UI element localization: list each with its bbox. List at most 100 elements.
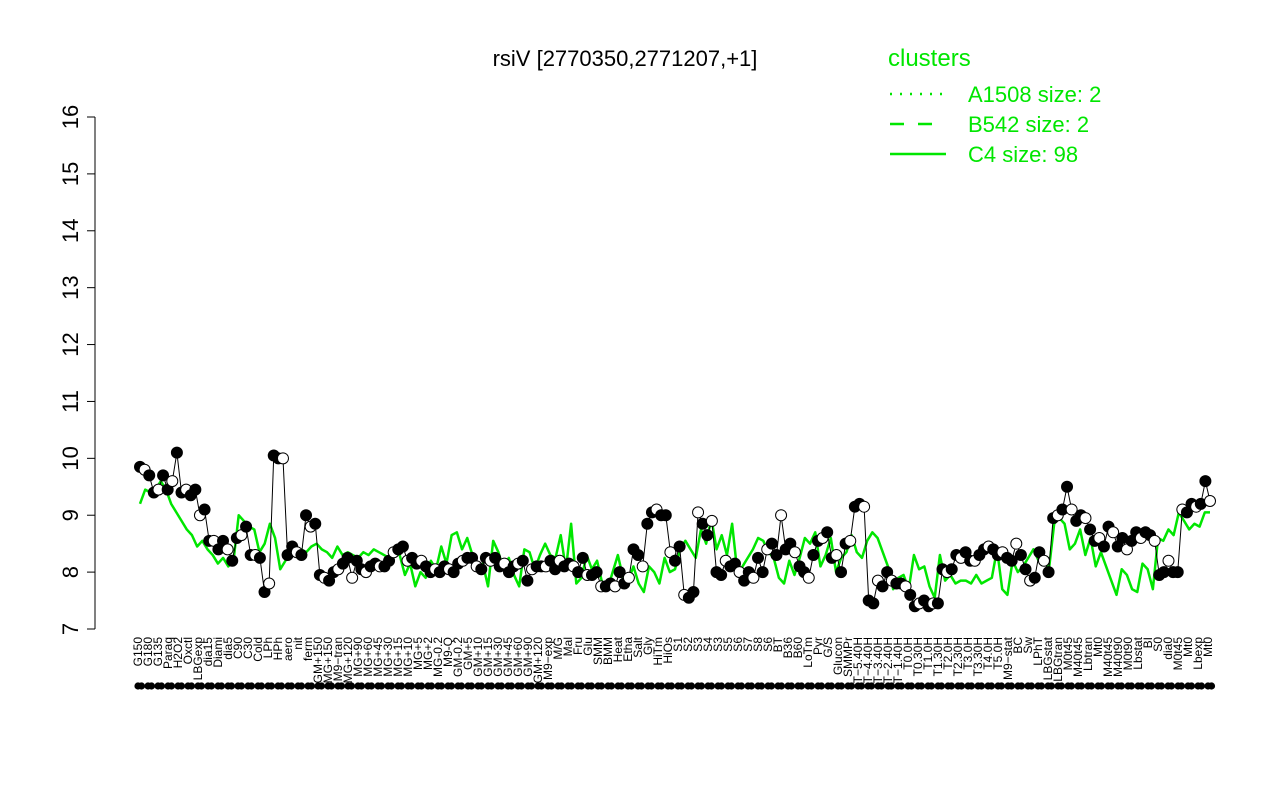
x-tick-label: HPh xyxy=(271,637,285,660)
data-point xyxy=(309,517,322,530)
data-point xyxy=(802,571,815,584)
data-point xyxy=(867,597,880,610)
data-point xyxy=(765,537,778,550)
x-tick-label: MG+120 xyxy=(341,637,355,684)
rug-mark xyxy=(527,682,536,690)
rug-mark xyxy=(807,682,816,690)
data-point xyxy=(475,563,488,576)
rug-mark xyxy=(757,682,766,690)
rug-mark xyxy=(917,682,926,690)
rug-mark xyxy=(607,682,616,690)
x-tick-label: S0 xyxy=(1151,637,1165,652)
x-tick-label: MG+2 xyxy=(421,637,435,670)
rug-mark xyxy=(1147,682,1156,690)
data-point xyxy=(263,577,276,590)
points-layer xyxy=(134,446,1216,613)
rug-mark xyxy=(627,682,636,690)
data-point xyxy=(1061,480,1074,493)
rug-mark xyxy=(847,682,856,690)
y-tick-label: 9 xyxy=(58,509,83,521)
rug-mark xyxy=(337,682,346,690)
rug-mark xyxy=(1007,682,1016,690)
x-tick-label: S5 xyxy=(721,637,735,652)
rug-mark xyxy=(257,682,266,690)
x-tick-label: LoTm xyxy=(801,637,815,668)
x-tick-label: S2 xyxy=(681,637,695,652)
data-point xyxy=(1204,495,1216,507)
x-tick-label: dia0 xyxy=(1161,637,1175,660)
data-point xyxy=(641,517,654,530)
x-tick-label: Diami xyxy=(211,637,225,668)
chart-title: rsiV [2770350,2771207,+1] xyxy=(493,46,758,71)
x-tick-label: T1.0H xyxy=(921,637,935,670)
data-point xyxy=(276,452,289,465)
rug-mark xyxy=(667,682,676,690)
x-tick-label: SMM xyxy=(591,637,605,665)
data-point xyxy=(1028,571,1041,584)
x-tick-label: nit xyxy=(291,636,305,649)
x-tick-label: Etha xyxy=(621,637,635,662)
x-tick-label: Salt xyxy=(631,636,645,657)
y-tick-label: 8 xyxy=(58,566,83,578)
rug-mark xyxy=(597,682,606,690)
data-point xyxy=(687,586,700,599)
x-tick-label: T0.30H xyxy=(911,637,925,676)
rug-mark xyxy=(1137,682,1146,690)
x-tick-label: BC xyxy=(1011,637,1025,654)
rug-mark xyxy=(167,682,176,690)
data-point xyxy=(669,554,681,567)
data-point xyxy=(715,568,728,581)
x-tick-label: T−2.40H xyxy=(881,637,895,683)
data-point xyxy=(747,571,760,584)
data-point xyxy=(835,566,848,579)
rug-mark xyxy=(467,682,476,690)
rug-mark xyxy=(717,682,726,690)
data-point xyxy=(157,469,170,482)
rug-mark xyxy=(1167,682,1176,690)
rug-mark xyxy=(187,682,196,690)
x-tick-label: T−1.40H xyxy=(891,637,905,683)
rug-mark xyxy=(987,682,996,690)
data-point xyxy=(636,560,649,573)
rug-mark xyxy=(587,682,596,690)
rug-mark xyxy=(427,682,436,690)
data-point xyxy=(396,540,409,553)
x-tick-label: S6 xyxy=(761,637,775,652)
x-tick-label: Mt0 xyxy=(1091,637,1105,657)
rug-mark xyxy=(267,682,276,690)
legend-label: C4 size: 98 xyxy=(968,142,1078,167)
x-tick-label: T4.0H xyxy=(981,637,995,670)
rug-mark xyxy=(307,682,316,690)
x-tick-label: T2.30H xyxy=(951,637,965,676)
y-tick-label: 11 xyxy=(58,390,83,413)
x-tick-label: MG+45 xyxy=(371,637,385,677)
x-tick-label: SMMPr xyxy=(841,637,855,677)
x-tick-label: GM+5 xyxy=(461,637,475,670)
rug-mark xyxy=(647,682,656,690)
data-point xyxy=(346,571,359,584)
rug-mark xyxy=(1097,682,1106,690)
x-tick-label: GM+90 xyxy=(521,637,535,677)
x-tick-label: ferm xyxy=(301,637,315,661)
rug-mark xyxy=(437,682,446,690)
x-tick-label: MG+60 xyxy=(361,637,375,677)
data-point xyxy=(1097,540,1110,553)
x-tick-label: S1 xyxy=(671,637,685,652)
x-tick-label: LBGstat xyxy=(1041,636,1055,680)
rug-mark xyxy=(137,682,146,690)
x-tick-label: LPhT xyxy=(1031,636,1045,665)
data-point xyxy=(622,571,635,584)
trend-line-layer xyxy=(138,479,1210,599)
x-tick-label: T5.0H xyxy=(991,637,1005,670)
rug-mark xyxy=(1087,682,1096,690)
rug-mark xyxy=(247,682,256,690)
x-tick-label: Mt0 xyxy=(1181,637,1195,657)
rug-mark xyxy=(277,682,286,690)
y-tick-label: 16 xyxy=(58,105,83,129)
x-tick-label: S4 xyxy=(701,637,715,652)
x-tick-label: MG-0.2 xyxy=(431,637,445,677)
rug-mark xyxy=(537,682,546,690)
rug-mark xyxy=(697,682,706,690)
rug-mark xyxy=(767,682,776,690)
rug-mark xyxy=(707,682,716,690)
